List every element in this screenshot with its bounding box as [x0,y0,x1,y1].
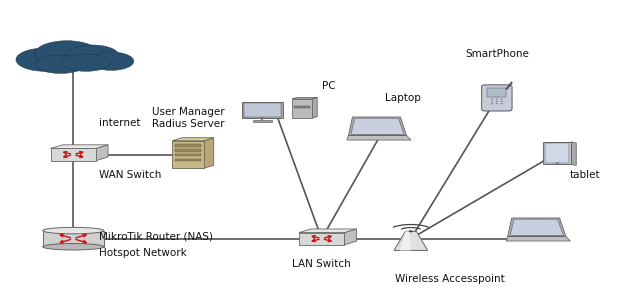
Text: Hotspot Network: Hotspot Network [99,248,187,258]
Text: Radius Server: Radius Server [152,119,224,129]
Polygon shape [345,229,357,245]
Circle shape [500,101,503,102]
FancyBboxPatch shape [172,141,204,168]
Circle shape [496,99,498,100]
Text: MikroTik Router (NAS): MikroTik Router (NAS) [99,231,213,241]
Polygon shape [508,218,566,236]
FancyBboxPatch shape [50,148,96,161]
Ellipse shape [66,45,119,66]
Text: internet: internet [99,118,140,128]
Text: LAN Switch: LAN Switch [292,259,351,269]
Text: User Manager: User Manager [152,107,224,117]
Polygon shape [506,236,570,241]
FancyBboxPatch shape [175,154,201,156]
Polygon shape [571,142,576,166]
Polygon shape [299,229,357,233]
Text: tablet: tablet [570,170,601,180]
FancyBboxPatch shape [487,88,506,97]
FancyBboxPatch shape [253,120,272,122]
Circle shape [500,103,503,104]
FancyBboxPatch shape [482,85,512,111]
Text: SmartPhone: SmartPhone [465,49,529,59]
FancyBboxPatch shape [292,99,312,118]
Polygon shape [312,97,317,118]
Circle shape [496,103,498,104]
Text: PC: PC [322,81,335,91]
FancyBboxPatch shape [294,106,310,108]
FancyBboxPatch shape [175,149,201,151]
Polygon shape [172,138,213,141]
Text: Wireless Accesspoint: Wireless Accesspoint [395,274,505,284]
FancyBboxPatch shape [244,103,281,117]
Circle shape [490,99,494,100]
FancyBboxPatch shape [175,159,201,162]
Polygon shape [204,138,213,168]
Polygon shape [400,231,411,250]
Ellipse shape [62,54,110,71]
Polygon shape [50,145,108,148]
Circle shape [496,101,498,102]
Circle shape [409,230,413,232]
Polygon shape [347,135,411,140]
FancyBboxPatch shape [241,102,283,118]
Polygon shape [292,97,317,99]
Ellipse shape [43,244,104,250]
Ellipse shape [35,55,86,73]
Circle shape [490,101,494,102]
Text: Laptop: Laptop [385,93,421,103]
Polygon shape [96,145,108,161]
Polygon shape [348,117,406,135]
Circle shape [500,99,503,100]
Text: WAN Switch: WAN Switch [99,170,161,180]
FancyBboxPatch shape [543,142,571,164]
Polygon shape [394,231,427,250]
FancyBboxPatch shape [545,143,569,163]
Circle shape [556,163,559,164]
Ellipse shape [16,48,73,71]
Ellipse shape [43,227,104,234]
FancyBboxPatch shape [175,144,201,147]
FancyBboxPatch shape [299,233,345,245]
Circle shape [490,103,494,104]
Ellipse shape [35,41,99,66]
Polygon shape [351,118,404,134]
Polygon shape [510,219,563,235]
Ellipse shape [89,52,134,70]
FancyBboxPatch shape [43,231,104,247]
